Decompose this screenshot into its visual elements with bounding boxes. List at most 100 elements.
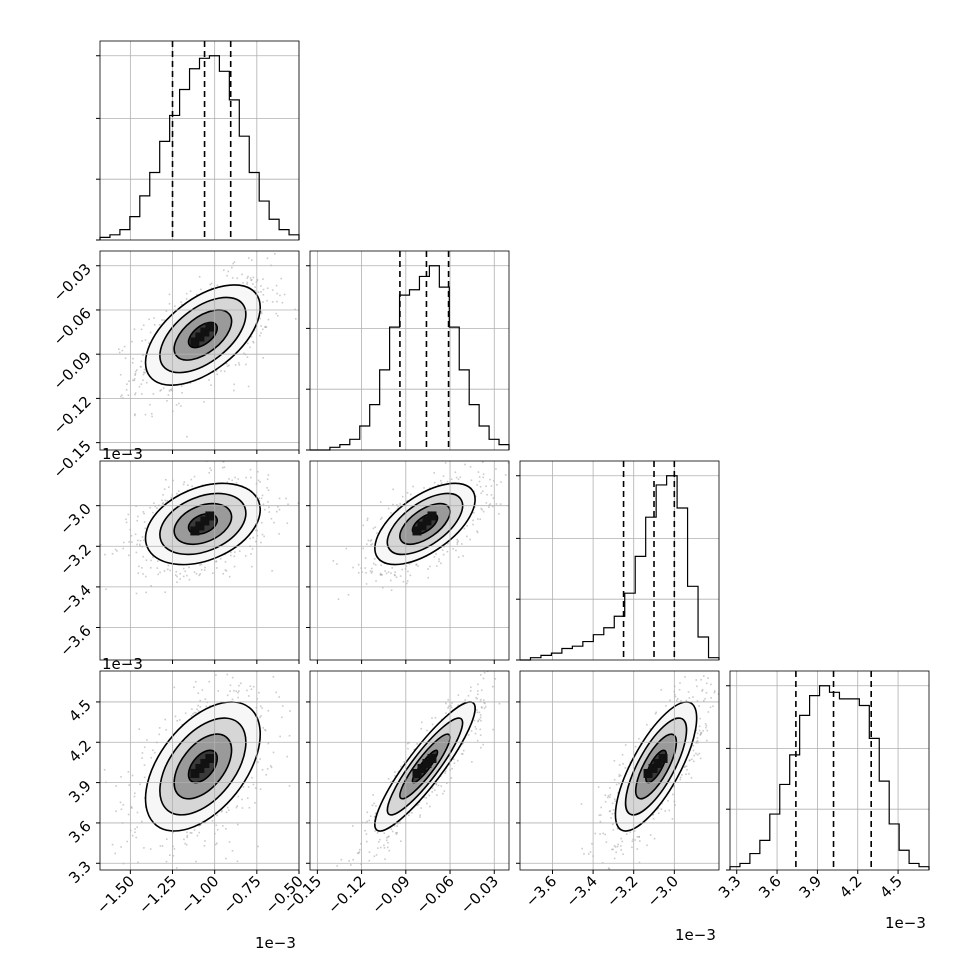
sample-point <box>276 292 278 295</box>
sample-point <box>608 810 611 813</box>
sample-point <box>366 519 369 522</box>
sample-point <box>226 673 229 676</box>
sample-point <box>448 705 450 708</box>
sample-point <box>418 801 421 803</box>
sample-point <box>427 568 429 570</box>
sample-point <box>698 705 700 707</box>
sample-point <box>143 746 146 749</box>
sample-point <box>169 388 172 391</box>
sample-point <box>269 765 272 767</box>
sample-point <box>447 698 450 701</box>
sample-point <box>223 269 225 272</box>
sample-point <box>446 782 448 784</box>
sample-point <box>240 682 242 685</box>
sample-point <box>258 497 260 500</box>
sample-point <box>257 470 259 473</box>
scatter-panel-p2-p4 <box>306 670 510 874</box>
density-peak-bin <box>190 337 200 347</box>
sample-point <box>455 549 457 552</box>
sample-point <box>394 775 396 777</box>
sample-point <box>132 357 134 360</box>
sample-point <box>428 794 431 797</box>
sample-point <box>507 462 509 464</box>
sample-point <box>234 364 237 366</box>
sample-point <box>134 392 137 394</box>
sample-point <box>176 581 178 584</box>
sample-point <box>286 522 289 525</box>
sample-point <box>397 506 399 508</box>
sample-point <box>428 487 431 490</box>
sample-point <box>278 696 280 698</box>
panel-frame <box>309 670 510 871</box>
sample-point <box>146 739 148 741</box>
sample-point <box>191 708 193 710</box>
sample-point <box>405 565 408 568</box>
sample-point <box>384 858 386 860</box>
sample-point <box>189 832 192 834</box>
sample-point <box>440 482 443 484</box>
sample-point <box>256 278 259 281</box>
sample-point <box>267 742 270 745</box>
panel-frame <box>309 250 510 451</box>
sample-point <box>255 540 257 543</box>
sample-point <box>483 671 486 674</box>
sample-point <box>211 819 214 822</box>
sample-point <box>484 705 487 708</box>
sample-point <box>208 379 210 381</box>
sample-point <box>103 768 106 771</box>
sample-point <box>374 816 376 818</box>
sample-point <box>199 573 201 575</box>
sample-point <box>379 501 382 503</box>
sample-point <box>193 686 195 689</box>
sample-point <box>261 707 263 709</box>
sample-point <box>379 572 382 575</box>
sample-point <box>406 742 409 745</box>
sample-point <box>262 357 264 359</box>
sample-point <box>165 838 168 840</box>
sample-point <box>256 534 259 537</box>
sample-point <box>114 852 116 855</box>
sample-point <box>619 845 622 847</box>
sample-point <box>679 682 681 684</box>
sample-point <box>447 542 449 545</box>
sample-point <box>190 715 193 717</box>
sample-point <box>252 457 254 459</box>
sample-point <box>696 685 698 688</box>
sample-point <box>228 364 230 367</box>
sample-point <box>250 335 253 338</box>
sample-point <box>174 305 176 307</box>
sample-point <box>380 564 382 567</box>
sample-point <box>141 567 143 569</box>
sample-point <box>254 289 256 292</box>
sample-point <box>235 690 238 693</box>
sample-point <box>379 518 382 520</box>
sample-point <box>246 689 248 692</box>
sample-point <box>482 677 485 680</box>
sample-point <box>275 691 277 694</box>
sample-point <box>167 394 170 396</box>
sample-point <box>456 541 459 544</box>
sample-point <box>199 824 202 826</box>
sample-point <box>264 325 267 328</box>
sample-point <box>470 730 473 732</box>
sample-point <box>696 656 698 658</box>
sample-point <box>235 482 238 484</box>
sample-point <box>226 274 228 277</box>
sample-point <box>128 784 130 786</box>
sample-point <box>143 371 145 374</box>
sample-point <box>131 834 134 837</box>
sample-point <box>471 761 473 763</box>
histogram-panel-p1 <box>96 40 300 241</box>
sample-point <box>381 516 383 519</box>
sample-point <box>115 810 117 812</box>
sample-point <box>636 848 639 850</box>
sample-point <box>268 506 270 509</box>
sample-point <box>165 860 168 863</box>
panel-frame <box>99 670 300 871</box>
sample-point <box>204 821 206 824</box>
sample-point <box>476 531 479 534</box>
sample-point <box>369 570 372 572</box>
sample-point <box>365 833 368 835</box>
sample-point <box>260 312 263 315</box>
sample-point <box>131 340 133 343</box>
